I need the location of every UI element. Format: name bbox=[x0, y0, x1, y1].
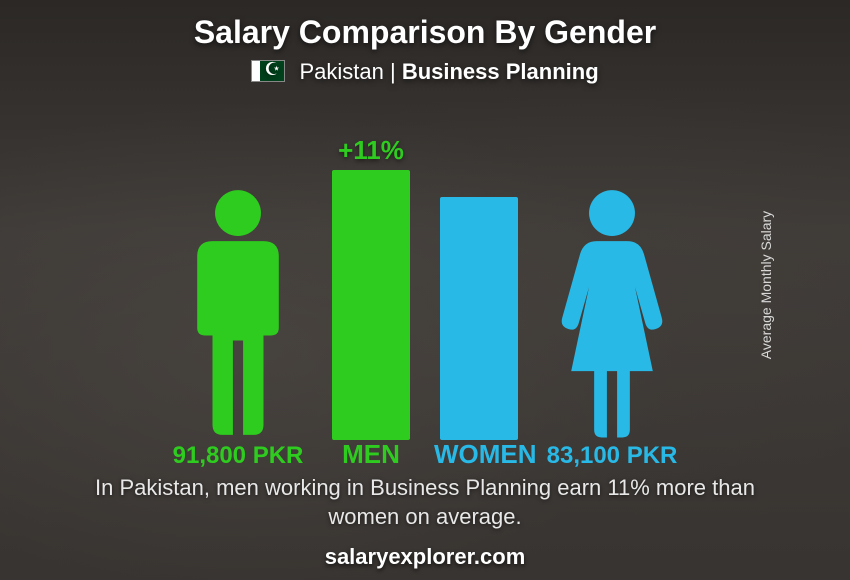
male-icon bbox=[173, 185, 303, 440]
men-label: MEN bbox=[326, 439, 416, 470]
men-value: 91,800 PKR bbox=[168, 442, 308, 470]
gender-bar-chart: +11% bbox=[105, 120, 745, 440]
source-label: salaryexplorer.com bbox=[0, 544, 850, 570]
men-bar-col: +11% bbox=[326, 135, 416, 440]
delta-label: +11% bbox=[338, 135, 404, 166]
women-label: WOMEN bbox=[434, 439, 524, 470]
women-icon-col bbox=[542, 185, 682, 440]
subtitle: Pakistan | Business Planning bbox=[0, 59, 850, 85]
page-title: Salary Comparison By Gender bbox=[0, 0, 850, 51]
women-bar-col bbox=[434, 170, 524, 440]
chart-stage: Average Monthly Salary +11% 91,800 PKR M… bbox=[0, 100, 850, 470]
value-row: 91,800 PKR MEN WOMEN 83,100 PKR bbox=[75, 439, 775, 470]
summary-text: In Pakistan, men working in Business Pla… bbox=[0, 473, 850, 532]
category-label: Business Planning bbox=[402, 59, 599, 84]
separator: | bbox=[384, 59, 402, 84]
y-axis-label: Average Monthly Salary bbox=[758, 211, 774, 359]
women-value: 83,100 PKR bbox=[542, 442, 682, 470]
country-label: Pakistan bbox=[299, 59, 383, 84]
pakistan-flag-icon bbox=[251, 60, 285, 82]
men-icon-col bbox=[168, 185, 308, 440]
female-icon bbox=[547, 185, 677, 440]
men-bar bbox=[332, 170, 410, 440]
women-bar bbox=[440, 197, 518, 440]
